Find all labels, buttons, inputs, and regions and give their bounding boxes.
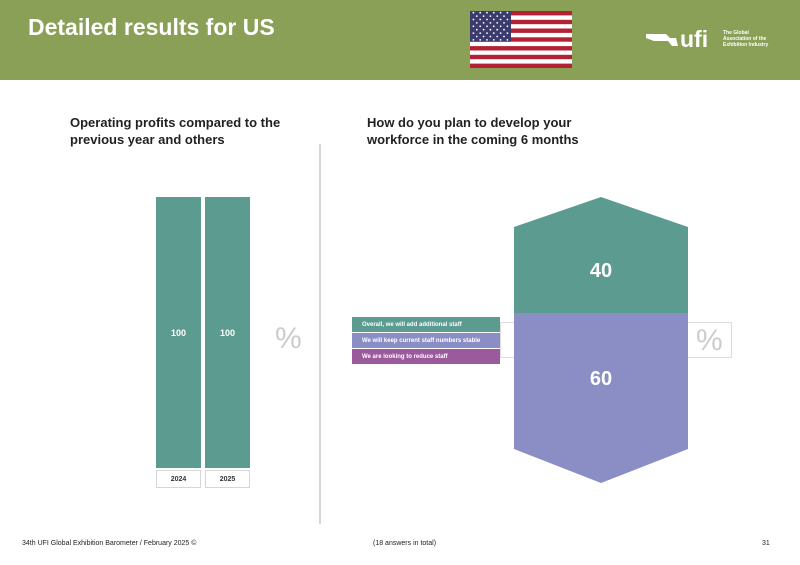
flag-star bbox=[479, 25, 482, 28]
flag-star bbox=[472, 39, 475, 41]
footer-answers: (18 answers in total) bbox=[373, 540, 437, 547]
flag-star bbox=[475, 35, 478, 38]
flag-star bbox=[472, 18, 475, 21]
flag-star bbox=[479, 32, 482, 34]
ufi-logo-icon bbox=[646, 34, 678, 46]
category-loss: Loss bbox=[83, 381, 121, 423]
flag-star bbox=[489, 22, 492, 24]
flag-star bbox=[486, 25, 488, 28]
page-title: Detailed results for US bbox=[28, 14, 275, 40]
workforce-shape-chart: 40 60 bbox=[514, 197, 688, 483]
flag-star bbox=[486, 18, 488, 21]
x-tick-2024: 2024 bbox=[156, 470, 201, 488]
divider bbox=[319, 144, 321, 524]
ufi-tagline: The Global Association of the Exhibition… bbox=[723, 30, 768, 48]
flag-star bbox=[489, 15, 492, 17]
bar-2024: 100 bbox=[156, 197, 201, 468]
legend-reduce-staff: We are looking to reduce staff bbox=[352, 349, 500, 364]
flag-star bbox=[496, 22, 499, 24]
flag-star bbox=[492, 18, 495, 21]
flag-star bbox=[503, 22, 505, 24]
flag-star bbox=[506, 11, 509, 14]
flag-star bbox=[492, 11, 495, 14]
flag-star bbox=[506, 39, 509, 41]
flag-star bbox=[499, 32, 502, 34]
flag-star bbox=[482, 28, 485, 31]
value-label-add-staff: 40 bbox=[590, 260, 612, 282]
bar-value-label: 100 bbox=[170, 327, 187, 338]
ufi-logo-text: ufi bbox=[680, 26, 709, 52]
flag-star bbox=[499, 25, 502, 28]
tagline-line: Exhibition Industry bbox=[723, 42, 769, 48]
value-label-keep-stable: 60 bbox=[590, 368, 612, 390]
flag-star bbox=[486, 11, 488, 14]
category-label: Loss bbox=[93, 398, 111, 405]
flag-star bbox=[486, 39, 488, 41]
flag-star bbox=[479, 18, 482, 21]
left-chart-title: Operating profits compared to the previo… bbox=[70, 115, 281, 147]
flag-star bbox=[503, 28, 505, 31]
flag-star bbox=[489, 35, 492, 38]
flag-star bbox=[492, 39, 495, 41]
x-tick-2025: 2025 bbox=[205, 470, 250, 488]
flag-star bbox=[486, 32, 488, 34]
percent-symbol-right: % bbox=[696, 324, 723, 357]
tagline-line: The Global bbox=[723, 30, 749, 36]
right-chart-title: How do you plan to develop your workforc… bbox=[367, 115, 579, 147]
segment-add-staff bbox=[514, 197, 688, 313]
flag-star bbox=[503, 15, 505, 17]
bar-value-label: 100 bbox=[219, 327, 236, 338]
segment-keep-stable bbox=[514, 313, 688, 483]
flag-star bbox=[472, 32, 475, 34]
category-reduced-11-50: Reduced by 11-50% bbox=[83, 290, 121, 333]
us-flag-icon bbox=[470, 11, 572, 68]
category-label: Reduced by more than 50% bbox=[86, 345, 118, 368]
flag-star bbox=[496, 35, 499, 38]
flag-star bbox=[506, 32, 509, 34]
legend-keep-stable: We will keep current staff numbers stabl… bbox=[352, 333, 500, 348]
flag-star bbox=[475, 22, 478, 24]
category-increase: Increase of more than 10% bbox=[83, 197, 121, 240]
flag-star bbox=[482, 35, 485, 38]
category-stable: Stable (between -10% and +10%) bbox=[83, 244, 121, 287]
flag-star bbox=[499, 11, 502, 14]
bar-2025: 100 bbox=[205, 197, 250, 468]
flag-star bbox=[506, 18, 509, 21]
category-label: I don't know bbox=[91, 439, 113, 454]
percent-symbol-left: % bbox=[275, 322, 302, 355]
flag-star bbox=[503, 35, 505, 38]
flag-star bbox=[475, 28, 478, 31]
legend-add-staff: Overall, we will add additional staff bbox=[352, 317, 500, 332]
flag-star bbox=[479, 11, 482, 14]
flag-star bbox=[479, 39, 482, 41]
flag-star bbox=[506, 25, 509, 28]
category-label: Stable (between -10% and +10%) bbox=[86, 249, 118, 281]
flag-star bbox=[475, 15, 478, 17]
category-dont-know: I don't know bbox=[83, 426, 121, 468]
flag-star bbox=[482, 15, 485, 17]
flag-star bbox=[492, 25, 495, 28]
page-number: 31 bbox=[762, 540, 770, 547]
flag-star bbox=[482, 22, 485, 24]
flag-star bbox=[472, 25, 475, 28]
category-reduced-more-50: Reduced by more than 50% bbox=[83, 336, 121, 378]
category-label: Increase of more than 10% bbox=[83, 206, 121, 230]
tagline-line: Association of the bbox=[723, 36, 767, 42]
category-label: Reduced by 11-50% bbox=[85, 303, 119, 319]
flag-star bbox=[472, 11, 475, 14]
flag-star bbox=[496, 28, 499, 31]
flag-star bbox=[499, 18, 502, 21]
footer-source: 34th UFI Global Exhibition Barometer / F… bbox=[22, 540, 197, 547]
flag-star bbox=[492, 32, 495, 34]
flag-star bbox=[489, 28, 492, 31]
flag-star bbox=[496, 15, 499, 17]
flag-stars bbox=[472, 11, 509, 41]
flag-star bbox=[499, 39, 502, 41]
